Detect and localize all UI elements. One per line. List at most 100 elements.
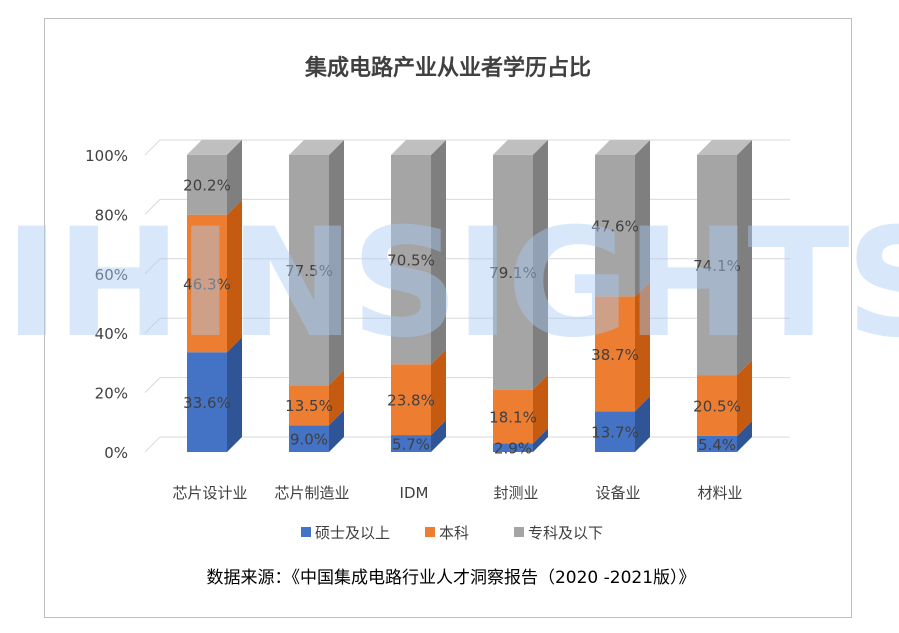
bar-segment [595,296,635,412]
data-labels: 33.6% 46.3% 20.2% 9.0% 13.5% 77.5% 5.7% 23.8% 70… [183,177,741,458]
bars [187,139,752,452]
legend-item: 专科及以下 [514,524,603,542]
bar-top [595,140,650,155]
legend-item: 硕士及以上 [301,524,390,542]
bar-segment [391,435,431,452]
bar-segment [289,425,329,452]
bar-segment-side [737,140,752,376]
y-tick-label: 20% [95,385,128,403]
bar-top [187,139,242,155]
x-tick-label: 芯片设计业 [172,484,247,502]
bar-stack [493,139,548,452]
bar-segment [493,443,533,452]
grid-line-diagonal [144,139,161,156]
x-tick-label: 材料业 [697,484,742,502]
data-label: 38.7% [591,346,639,364]
bar-segment [697,155,737,376]
watermark: JIHINSIGHTS [0,197,899,371]
y-tick-label: 60% [95,266,128,284]
bar-segment [493,154,533,390]
bar-segment [391,155,431,365]
bar-segment-side [737,420,752,452]
legend-swatch [301,527,311,537]
bar-segment [697,375,737,436]
x-tick-label: 设备业 [595,484,640,502]
bar-segment [493,389,533,444]
bar-segment-side [227,199,242,353]
x-axis: 芯片设计业 芯片制造业 IDM 封测业 设备业 材料业 [172,484,742,502]
bar-stack [289,140,344,452]
data-label: 46.3% [183,275,231,293]
y-axis: 0% 20% 40% 60% 80% 100% [85,147,128,462]
data-label: 13.7% [591,424,639,442]
x-tick-label: IDM [400,484,429,502]
bar-top [697,140,752,155]
data-label: 18.1% [489,409,537,427]
bar-segment [595,411,635,452]
chart-title: 集成电路产业从业者学历占比 [304,55,591,81]
data-label: 13.5% [285,397,333,415]
bar-segment-side [329,140,344,386]
data-label: 5.4% [698,436,736,454]
bar-segment-side [329,410,344,452]
x-tick-label: 封测业 [493,484,538,502]
data-label: 79.1% [489,264,537,282]
bar-segment-side [737,360,752,436]
source-note: 数据来源：《中国集成电路行业人才洞察报告（2020 -2021版）》 [206,568,695,588]
bar-segment [187,214,227,353]
grid-line-diagonal [144,258,161,275]
bar-segment-side [227,139,242,215]
legend-swatch [514,527,524,537]
bar-segment-side [533,374,548,444]
grid-line-diagonal [144,317,161,334]
bar-stack [187,139,242,452]
bar-segment-side [533,428,548,452]
x-tick-label: 芯片制造业 [274,484,349,502]
data-label: 5.7% [392,436,430,454]
data-label: 2.9% [494,440,532,458]
bar-top [391,140,446,155]
bar-stack [391,140,446,452]
bar-segment-side [635,281,650,412]
y-tick-label: 100% [85,147,128,165]
bar-segment [289,385,329,426]
legend-label: 硕士及以上 [315,524,390,542]
bar-top [289,140,344,155]
bar-segment [595,155,635,297]
bar-segment-side [431,349,446,436]
bar-segment [391,364,431,436]
bar-segment [187,154,227,215]
grid-line-diagonal [144,377,161,393]
bar-segment-side [431,140,446,365]
bar-segment [289,155,329,386]
data-label: 47.6% [591,218,639,236]
y-tick-label: 80% [95,206,128,224]
data-label: 70.5% [387,252,435,270]
bar-segment-side [227,337,242,452]
data-label: 74.1% [693,257,741,275]
bar-top [493,139,548,155]
bar-stack [697,140,752,452]
bar-stack [595,140,650,452]
bar-segment-side [329,370,344,426]
data-label: 9.0% [290,431,328,449]
bar-segment [187,352,227,452]
grid-line-diagonal [144,199,161,215]
grid-line-diagonal [144,436,161,453]
y-tick-label: 40% [95,325,128,343]
bar-segment-side [533,139,548,390]
bar-segment-side [635,396,650,452]
legend-label: 本科 [439,524,469,542]
legend-item: 本科 [425,524,469,542]
bar-segment [697,435,737,452]
data-label: 77.5% [285,262,333,280]
legend-swatch [425,527,435,537]
y-tick-label: 0% [104,444,128,462]
data-label: 33.6% [183,394,231,412]
legend: 硕士及以上 本科 专科及以下 [301,524,603,542]
bar-segment-side [635,140,650,297]
legend-label: 专科及以下 [528,524,603,542]
data-label: 20.5% [693,398,741,416]
bar-segment-side [431,420,446,452]
